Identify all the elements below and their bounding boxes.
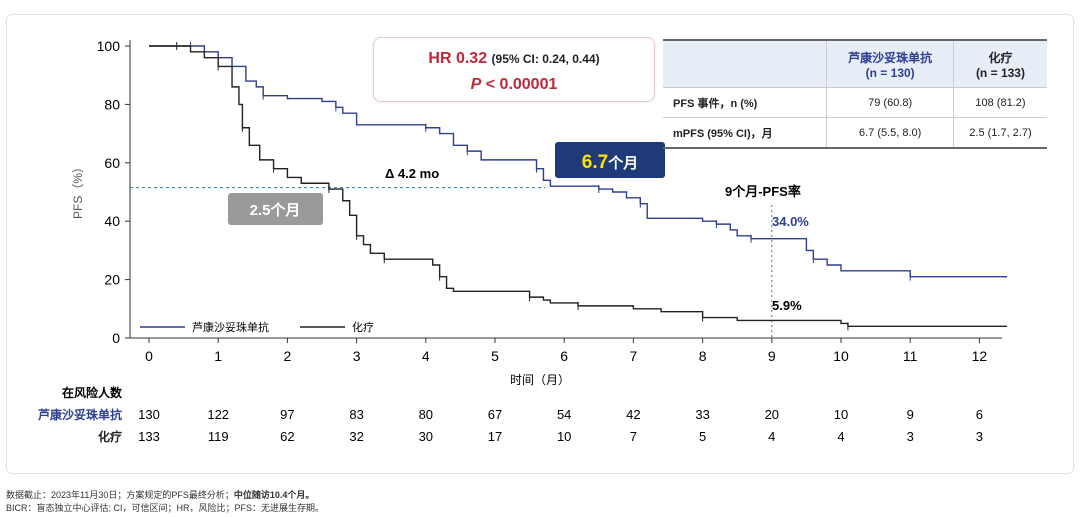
x-axis-label: 时间（月） — [510, 373, 570, 387]
cell: PFS 事件，n (%) — [663, 87, 827, 118]
x-tick-label: 2 — [284, 348, 292, 364]
x-tick-label: 4 — [422, 348, 430, 364]
x-tick-label: 1 — [214, 348, 222, 364]
y-tick-label: 100 — [97, 38, 121, 54]
legend-label: 化疗 — [352, 320, 374, 334]
hr-value: HR 0.32 — [428, 50, 488, 67]
x-tick-label: 8 — [699, 348, 707, 364]
km-curve-chemo — [149, 45, 1008, 328]
x-tick-label: 11 — [903, 348, 918, 364]
x-tick-label: 5 — [491, 348, 499, 364]
risk-value: 6 — [976, 407, 983, 422]
risk-value: 62 — [280, 429, 294, 444]
footnote-1-bold: 中位随访10.4个月。 — [233, 490, 315, 500]
risk-value: 32 — [349, 429, 363, 444]
risk-value: 4 — [768, 429, 775, 444]
risk-value: 33 — [695, 407, 709, 422]
cell: 6.7 (5.5, 8.0) — [826, 117, 954, 149]
legend-label: 芦康沙妥珠单抗 — [192, 320, 269, 334]
risk-value: 122 — [207, 407, 229, 422]
pfs9-drug: 34.0% — [772, 214, 809, 229]
cell: mPFS (95% CI)，月 — [663, 117, 827, 149]
risk-value: 30 — [419, 429, 433, 444]
figure-frame — [6, 14, 1074, 474]
col-chemo: 化疗 — [988, 50, 1013, 65]
cell: 79 (60.8) — [826, 87, 954, 118]
table-row: PFS 事件，n (%) 79 (60.8) 108 (81.2) — [663, 87, 1047, 118]
median-drug-box — [555, 142, 665, 178]
risk-value: 83 — [349, 407, 363, 422]
risk-value: 54 — [557, 407, 571, 422]
y-axis-label: PFS（%） — [71, 161, 85, 219]
risk-value: 17 — [488, 429, 502, 444]
p-value: < 0.00001 — [485, 76, 558, 93]
y-tick-label: 20 — [104, 272, 120, 288]
summary-table: 芦康沙妥珠单抗 (n = 130) 化疗 (n = 133) PFS 事件，n (%)… — [663, 39, 1047, 149]
y-tick-label: 60 — [104, 155, 120, 171]
y-tick-label: 40 — [104, 213, 120, 229]
x-tick-label: 9 — [768, 348, 776, 364]
hr-ci: (95% CI: 0.24, 0.44) — [491, 52, 600, 66]
y-tick-label: 80 — [104, 96, 120, 112]
table-row: mPFS (95% CI)，月 6.7 (5.5, 8.0) 2.5 (1.7, 2… — [663, 117, 1047, 149]
x-tick-label: 0 — [145, 348, 153, 364]
risk-row-label: 芦康沙妥珠单抗 — [38, 407, 122, 422]
col-drug-n: (n = 130) — [865, 65, 915, 80]
risk-value: 3 — [907, 429, 914, 444]
x-tick-label: 3 — [353, 348, 361, 364]
risk-value: 9 — [907, 407, 914, 422]
risk-title: 在风险人数 — [62, 385, 123, 400]
risk-value: 80 — [419, 407, 433, 422]
risk-value: 130 — [138, 407, 160, 422]
hr-box: HR 0.32 (95% CI: 0.24, 0.44) P < 0.00001 — [373, 37, 655, 102]
col-drug: 芦康沙妥珠单抗 — [848, 50, 933, 65]
risk-value: 67 — [488, 407, 502, 422]
risk-value: 7 — [630, 429, 637, 444]
footnote-2: BICR：盲态独立中心评估; CI，可信区间；HR，风险比；PFS：无进展生存期… — [6, 503, 325, 513]
median-drug-label: 6.7个月 — [582, 152, 638, 173]
p-label: P — [470, 76, 482, 93]
risk-value: 5 — [699, 429, 706, 444]
pfs9-chemo: 5.9% — [772, 298, 802, 313]
risk-value: 4 — [837, 429, 844, 444]
risk-row-label: 化疗 — [98, 429, 122, 444]
risk-value: 133 — [138, 429, 160, 444]
risk-value: 20 — [765, 407, 779, 422]
y-tick-label: 0 — [112, 330, 120, 346]
delta-annotation: Δ 4.2 mo — [385, 166, 439, 181]
col-chemo-n: (n = 133) — [975, 65, 1025, 80]
x-tick-label: 6 — [560, 348, 568, 364]
pfs9-title: 9个月-PFS率 — [725, 184, 801, 199]
x-tick-label: 10 — [833, 348, 849, 364]
risk-value: 42 — [626, 407, 640, 422]
median-chemo-box — [228, 193, 323, 225]
risk-value: 3 — [976, 429, 983, 444]
x-tick-label: 7 — [630, 348, 638, 364]
risk-value: 10 — [557, 429, 571, 444]
risk-value: 10 — [834, 407, 848, 422]
cell: 2.5 (1.7, 2.7) — [952, 117, 1047, 149]
cell: 108 (81.2) — [952, 87, 1047, 118]
risk-value: 119 — [208, 429, 229, 444]
footnote-1: 数据截止：2023年11月30日；方案规定的PFS最终分析； — [6, 490, 234, 500]
risk-value: 97 — [280, 407, 294, 422]
x-tick-label: 12 — [972, 348, 988, 364]
median-chemo-label: 2.5个月 — [250, 201, 301, 219]
